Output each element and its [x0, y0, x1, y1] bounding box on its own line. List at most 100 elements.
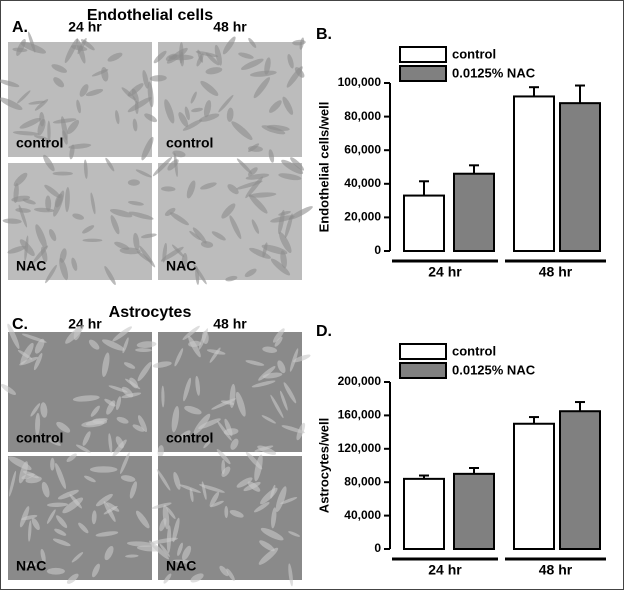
cell [271, 507, 277, 529]
cell [192, 227, 207, 244]
cell [221, 459, 226, 475]
cell [156, 469, 171, 491]
cell [115, 396, 122, 411]
cell [226, 568, 235, 581]
cell [84, 475, 96, 483]
cell [34, 338, 45, 354]
panel-title: Endothelial cells [87, 7, 213, 24]
cell [270, 215, 295, 223]
row-label: control [16, 430, 63, 446]
cell [136, 341, 157, 348]
cell [91, 69, 109, 77]
cell [231, 121, 253, 141]
cell [33, 352, 43, 371]
legend-swatch [399, 46, 447, 63]
cell [90, 405, 100, 417]
cell [294, 67, 305, 78]
cell [288, 531, 301, 537]
cell [56, 421, 71, 433]
cell [82, 225, 95, 234]
y-tick-label: 80,000 [344, 109, 381, 123]
y-tick-label: 60,000 [344, 142, 381, 156]
cell [249, 70, 277, 77]
legend-swatch [399, 65, 447, 82]
cell [196, 53, 204, 67]
cell [153, 50, 167, 64]
cell [169, 212, 189, 226]
cell [71, 257, 78, 271]
cell [104, 546, 114, 561]
cell [190, 91, 197, 104]
cell [18, 461, 28, 484]
bar [559, 410, 601, 550]
cell [16, 90, 31, 104]
cell [149, 75, 167, 82]
cell [62, 130, 68, 145]
cell [77, 37, 87, 55]
column-label: 48 hr [213, 19, 247, 35]
cell [181, 252, 188, 270]
bar [513, 95, 555, 252]
cell [135, 510, 150, 529]
cell [13, 183, 19, 203]
cell [46, 567, 65, 575]
cell [47, 120, 51, 144]
cell [132, 118, 138, 132]
row-label: NAC [16, 558, 46, 574]
legend-label: control [452, 343, 496, 358]
cell [128, 200, 144, 206]
cell [277, 360, 286, 374]
cell [46, 502, 69, 507]
column-label: 24 hr [68, 316, 102, 332]
cell [72, 395, 100, 402]
cell [258, 547, 279, 565]
cell [47, 438, 61, 446]
cell [287, 54, 294, 69]
cell [178, 112, 189, 127]
y-axis-label: Endothelial cells/well [316, 102, 331, 233]
cell [50, 457, 55, 471]
y-tick-label: 120,000 [338, 441, 382, 455]
row-label: control [166, 430, 213, 446]
cell [236, 477, 253, 488]
row-label: NAC [166, 258, 196, 274]
cell [152, 361, 172, 368]
cell [101, 352, 110, 378]
cell [141, 233, 157, 239]
cell [112, 326, 133, 342]
cell [40, 402, 48, 418]
cell [248, 194, 268, 214]
cell [261, 415, 276, 424]
x-tick-label: 24 hr [428, 264, 462, 280]
cell [32, 245, 49, 264]
column-label: 24 hr [68, 19, 102, 35]
cell [127, 179, 140, 186]
cell [48, 228, 57, 242]
cell [268, 149, 275, 163]
cell [282, 96, 294, 115]
cell [55, 462, 66, 489]
cell [288, 563, 293, 587]
cell [262, 242, 268, 258]
cell [45, 264, 57, 284]
cell [33, 135, 49, 140]
bar [559, 102, 601, 252]
cell [106, 502, 120, 512]
cell [270, 394, 284, 419]
cell [275, 486, 287, 513]
micrograph [158, 456, 302, 580]
cell [68, 143, 92, 149]
bar [403, 194, 445, 252]
bar [453, 472, 495, 551]
cell [188, 335, 201, 358]
cell [211, 398, 237, 410]
cell [251, 219, 260, 234]
cell [184, 405, 202, 415]
cell [230, 438, 239, 450]
cell [296, 422, 306, 441]
cell [82, 238, 103, 243]
cell [274, 336, 283, 347]
cell [182, 119, 203, 131]
cell [0, 384, 17, 396]
cell [227, 184, 239, 195]
